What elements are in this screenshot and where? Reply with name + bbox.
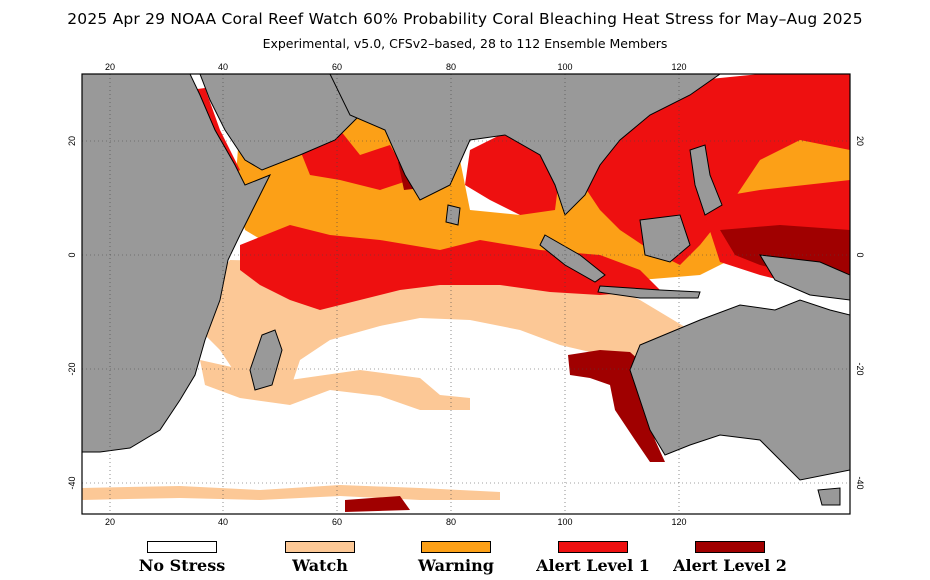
lat-tick-left: -40 xyxy=(67,476,77,489)
watch-zone-sw xyxy=(200,360,470,410)
legend-swatch-alert-level-1 xyxy=(558,541,628,553)
lat-tick-left: 0 xyxy=(67,252,77,257)
land-borneo xyxy=(639,214,691,263)
lat-tick-left: 20 xyxy=(67,136,77,146)
lon-tick-bottom: 40 xyxy=(218,517,228,527)
lat-tick-right: -40 xyxy=(855,476,865,489)
lat-tick-right: 0 xyxy=(855,252,865,257)
land-madagascar xyxy=(249,329,283,391)
legend-label-warning: Warning xyxy=(418,556,494,575)
map-title: 2025 Apr 29 NOAA Coral Reef Watch 60% Pr… xyxy=(67,10,863,28)
land-java xyxy=(597,285,701,299)
alert-level-1-zone-scs xyxy=(580,74,850,265)
lon-tick-top: 60 xyxy=(332,62,342,72)
alert-level-1-zone-arabian xyxy=(300,130,410,190)
lon-tick-top: 100 xyxy=(557,62,572,72)
legend-item-no-stress: No Stress xyxy=(112,541,252,575)
alert-level-1-zone-equatorial xyxy=(240,225,660,310)
lat-tick-left: -20 xyxy=(67,362,77,375)
legend-item-alert-level-2: Alert Level 2 xyxy=(660,541,800,575)
lat-tick-right: 20 xyxy=(855,136,865,146)
lon-tick-bottom: 100 xyxy=(557,517,572,527)
lon-tick-top: 40 xyxy=(218,62,228,72)
legend-item-watch: Watch xyxy=(250,541,390,575)
heat-stress-map: 20 40 60 80 100 120 20 40 60 80 100 120 … xyxy=(67,62,865,527)
lon-tick-bottom: 120 xyxy=(671,517,686,527)
land-tasmania xyxy=(817,487,841,506)
lon-tick-top: 80 xyxy=(446,62,456,72)
land-new-guinea xyxy=(759,254,850,301)
legend: No Stress Watch Warning Alert Level 1 Al… xyxy=(0,541,930,580)
lon-tick-bottom: 80 xyxy=(446,517,456,527)
legend-swatch-warning xyxy=(421,541,491,553)
graticule xyxy=(82,74,850,514)
map-frame xyxy=(81,73,851,515)
legend-label-alert-level-1: Alert Level 1 xyxy=(536,556,650,575)
lon-tick-bottom: 20 xyxy=(105,517,115,527)
legend-label-no-stress: No Stress xyxy=(138,556,226,575)
land-sri-lanka xyxy=(445,204,461,226)
lon-tick-bottom: 60 xyxy=(332,517,342,527)
legend-label-watch: Watch xyxy=(292,556,348,575)
land-africa xyxy=(82,74,272,453)
alert-level-1-zone-bengal xyxy=(465,135,560,215)
legend-swatch-no-stress xyxy=(147,541,217,553)
land-philippines xyxy=(689,144,723,216)
legend-label-alert-level-2: Alert Level 2 xyxy=(673,556,787,575)
legend-item-alert-level-1: Alert Level 1 xyxy=(523,541,663,575)
lat-tick-right: -20 xyxy=(855,362,865,375)
alert-level-2-zone-south xyxy=(345,496,410,512)
lon-tick-top: 20 xyxy=(105,62,115,72)
land-asia xyxy=(329,74,721,216)
legend-swatch-alert-level-2 xyxy=(695,541,765,553)
land-sumatra xyxy=(539,234,606,283)
legend-item-warning: Warning xyxy=(386,541,526,575)
legend-swatch-watch xyxy=(285,541,355,553)
watch-zone-south-coast xyxy=(82,485,500,500)
land-australia xyxy=(629,299,850,481)
lon-tick-top: 120 xyxy=(671,62,686,72)
map-subtitle: Experimental, v5.0, CFSv2–based, 28 to 1… xyxy=(262,36,668,51)
